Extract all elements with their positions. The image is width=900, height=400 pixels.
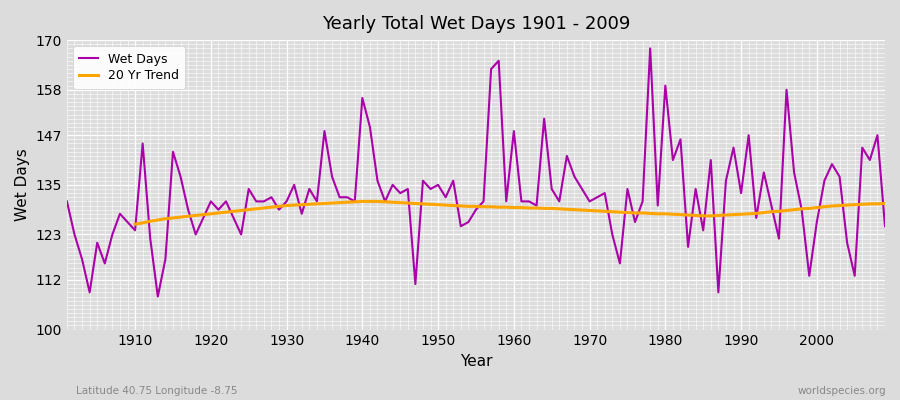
20 Yr Trend [826,204,837,208]
20 Yr Trend [130,222,140,226]
Wet Days [879,224,890,229]
Wet Days [508,129,519,134]
Wet Days [152,294,163,299]
Legend: Wet Days, 20 Yr Trend: Wet Days, 20 Yr Trend [73,46,185,89]
Wet Days [607,232,617,237]
Wet Days [516,199,526,204]
Line: 20 Yr Trend: 20 Yr Trend [135,201,885,224]
Wet Days [644,46,655,51]
20 Yr Trend [304,202,315,207]
Wet Days [296,211,307,216]
Wet Days [342,195,353,200]
Wet Days [122,220,133,224]
Wet Days [61,199,72,204]
20 Yr Trend [879,201,890,206]
20 Yr Trend [850,202,860,207]
20 Yr Trend [357,199,368,204]
20 Yr Trend [274,204,284,209]
Text: Latitude 40.75 Longitude -8.75: Latitude 40.75 Longitude -8.75 [76,386,238,396]
Title: Yearly Total Wet Days 1901 - 2009: Yearly Total Wet Days 1901 - 2009 [322,15,630,33]
Line: Wet Days: Wet Days [67,48,885,296]
X-axis label: Year: Year [460,354,492,369]
Text: worldspecies.org: worldspecies.org [798,386,886,396]
Y-axis label: Wet Days: Wet Days [15,148,30,221]
20 Yr Trend [524,206,535,210]
20 Yr Trend [584,208,595,213]
